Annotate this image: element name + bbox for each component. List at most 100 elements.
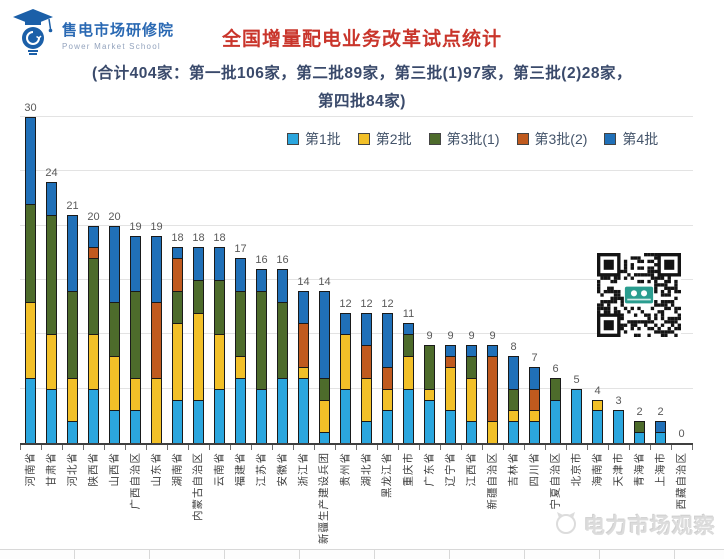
legend-label: 第3批(1) (446, 131, 500, 147)
bar-segment-第4批 (46, 182, 57, 215)
bar-segment-第3批(1) (172, 290, 183, 324)
bar-segment-第3批(1) (466, 356, 477, 378)
x-axis-label: 西藏自治区 (675, 452, 687, 510)
x-axis-label: 北京市 (570, 452, 582, 487)
bar-column: 20 (104, 106, 125, 443)
stacked-bar (340, 312, 351, 443)
x-axis-label-slot: 新疆生产建设兵团 (314, 450, 335, 550)
bar-value-label: 16 (276, 254, 289, 267)
x-axis-label: 广西自治区 (129, 452, 141, 510)
bar-segment-第1批 (613, 410, 624, 443)
bar-segment-第3批(1) (634, 421, 645, 433)
bar-segment-第1批 (550, 399, 561, 443)
bar-segment-第4批 (67, 214, 78, 291)
x-axis-label: 山西省 (108, 452, 120, 487)
bar-column: 12 (356, 106, 377, 443)
bar-segment-第3批(1) (277, 301, 288, 378)
bar-segment-第1批 (655, 432, 666, 443)
bar-segment-第1批 (214, 388, 225, 443)
bar-segment-第3批(1) (403, 334, 414, 357)
stacked-bar (172, 247, 183, 443)
stacked-bar (256, 269, 267, 443)
bar-segment-第4批 (235, 258, 246, 291)
stacked-bar (613, 410, 624, 443)
stacked-bar (655, 421, 666, 443)
bar-segment-第4批 (487, 345, 498, 357)
stacked-bar (151, 236, 162, 443)
bar-segment-第1批 (382, 410, 393, 443)
gridline (20, 115, 693, 117)
x-axis-label-slot: 黑龙江省 (377, 450, 398, 550)
bar-column: 19 (125, 106, 146, 443)
bar-column: 8 (503, 106, 524, 443)
bar-segment-第2批 (424, 388, 435, 400)
bar-segment-第1批 (277, 377, 288, 443)
x-axis-label: 重庆市 (402, 452, 414, 487)
x-axis-label-slot: 江苏省 (251, 450, 272, 550)
bar-segment-第3批(2) (172, 258, 183, 291)
bar-segment-第4批 (466, 345, 477, 357)
x-axis-label: 上海市 (654, 452, 666, 487)
bar-segment-第3批(1) (214, 279, 225, 335)
bar-segment-第4批 (319, 290, 330, 378)
bar-segment-第4批 (445, 345, 456, 357)
subtitle-line1: (合计404家：第一批106家，第二批89家，第三批(1)97家，第三批(2)2… (92, 65, 632, 82)
bar-segment-第3批(1) (46, 214, 57, 335)
x-axis-label-slot: 内蒙古自治区 (188, 450, 209, 550)
bar-column: 4 (587, 106, 608, 443)
x-axis-label-slot: 四川省 (524, 450, 545, 550)
x-axis-label-slot: 福建省 (230, 450, 251, 550)
x-axis-label: 湖北省 (360, 452, 372, 487)
legend-item: 第3批(1) (428, 129, 500, 149)
bar-segment-第1批 (424, 399, 435, 443)
logo-title: 售电市场研修院 (62, 21, 175, 39)
bar-segment-第1批 (172, 399, 183, 443)
bar-segment-第3批(1) (193, 279, 204, 313)
legend-swatch-icon (357, 133, 370, 145)
x-axis-label: 海南省 (591, 452, 603, 487)
x-axis-label-slot: 云南省 (209, 450, 230, 550)
bar-segment-第2批 (382, 388, 393, 411)
bar-segment-第3批(1) (109, 301, 120, 357)
bar-segment-第3批(1) (319, 377, 330, 400)
spreadsheet-cells (0, 550, 724, 559)
bar-segment-第2批 (88, 334, 99, 389)
bar-segment-第2批 (46, 334, 57, 389)
x-axis-label: 湖南省 (171, 452, 183, 487)
x-axis-label-slot: 广东省 (419, 450, 440, 550)
stacked-bar (529, 366, 540, 443)
bar-value-label: 18 (213, 232, 226, 245)
stacked-bar (298, 290, 309, 443)
bar-column: 0 (671, 106, 692, 443)
bar-segment-第4批 (172, 247, 183, 259)
legend-swatch-icon (287, 133, 299, 145)
bar-segment-第1批 (445, 410, 456, 443)
stacked-bar (487, 345, 498, 443)
bar-value-label: 17 (234, 243, 247, 256)
bar-column: 2 (650, 106, 671, 443)
bar-segment-第4批 (277, 269, 288, 302)
bar-segment-第2批 (508, 410, 519, 422)
bar-segment-第3批(1) (67, 290, 78, 378)
bar-column: 18 (167, 106, 188, 443)
bar-value-label: 3 (615, 395, 622, 408)
bar-segment-第4批 (340, 312, 351, 335)
bar-segment-第4批 (25, 116, 36, 204)
x-axis-label: 江苏省 (255, 452, 267, 487)
stacked-bar (214, 247, 225, 443)
x-axis-label-slot: 湖北省 (356, 450, 377, 550)
x-axis-label: 浙江省 (297, 452, 309, 487)
bar-segment-第3批(1) (235, 290, 246, 357)
bar-segment-第2批 (109, 356, 120, 411)
bar-column: 16 (251, 106, 272, 443)
x-axis-label-slot: 甘肃省 (41, 450, 62, 550)
bar-segment-第1批 (67, 421, 78, 443)
bar-segment-第3批(1) (25, 203, 36, 302)
stacked-bar (277, 269, 288, 443)
bar-segment-第1批 (571, 388, 582, 443)
x-axis-label-slot: 浙江省 (293, 450, 314, 550)
bar-segment-第1批 (25, 377, 36, 443)
bar-segment-第1批 (109, 410, 120, 443)
x-axis-label-slot: 吉林省 (503, 450, 524, 550)
legend-swatch-icon (428, 133, 441, 145)
